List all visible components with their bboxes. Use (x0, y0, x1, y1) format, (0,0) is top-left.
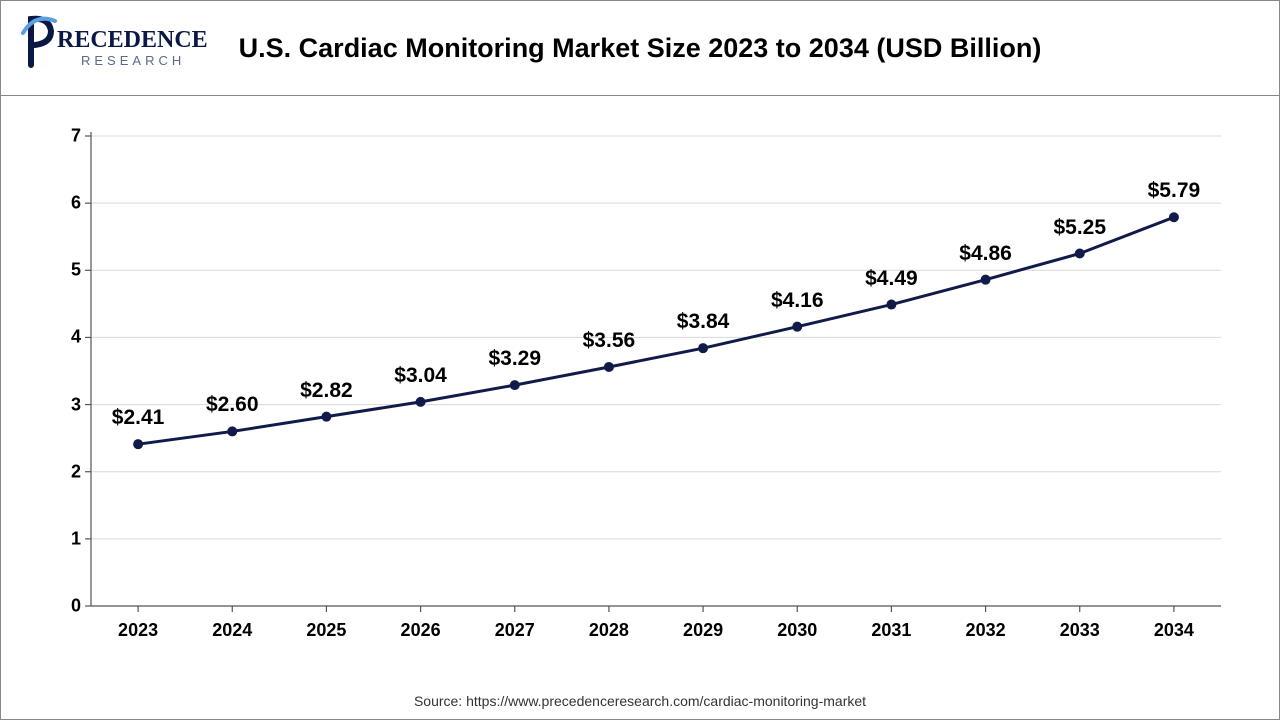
x-tick-label: 2032 (966, 620, 1006, 641)
chart-area: 0 1 2 3 4 5 6 7 2023 2024 2025 2026 2027 2028 2029 203… (1, 96, 1280, 686)
y-tick-label: 5 (41, 260, 81, 281)
data-point-label: $3.29 (488, 347, 541, 371)
y-tick-label: 7 (41, 126, 81, 147)
header-bar: RECEDENCE RESEARCH U.S. Cardiac Monitori… (1, 1, 1279, 96)
logo-sub-text: RESEARCH (81, 53, 185, 68)
source-citation: Source: https://www.precedenceresearch.c… (1, 693, 1279, 709)
data-point-label: $4.16 (771, 289, 824, 313)
data-point-label: $3.84 (677, 310, 730, 334)
data-point-label: $5.79 (1148, 179, 1201, 203)
x-tick-label: 2034 (1154, 620, 1194, 641)
data-point-label: $5.25 (1053, 216, 1106, 240)
x-tick-label: 2026 (401, 620, 441, 641)
y-tick-label: 1 (41, 528, 81, 549)
data-point-label: $3.04 (394, 364, 447, 388)
x-tick-label: 2023 (118, 620, 158, 641)
y-tick-label: 6 (41, 193, 81, 214)
x-tick-label: 2030 (777, 620, 817, 641)
x-tick-label: 2031 (871, 620, 911, 641)
x-tick-label: 2028 (589, 620, 629, 641)
plot-svg (1, 96, 1280, 656)
x-tick-label: 2024 (212, 620, 252, 641)
x-tick-label: 2027 (495, 620, 535, 641)
x-tick-label: 2033 (1060, 620, 1100, 641)
y-tick-label: 4 (41, 327, 81, 348)
logo-p-icon (23, 19, 55, 65)
y-tick-label: 0 (41, 596, 81, 617)
x-tick-label: 2029 (683, 620, 723, 641)
y-tick-label: 3 (41, 394, 81, 415)
x-tick-label: 2025 (306, 620, 346, 641)
data-point-label: $3.56 (583, 329, 636, 353)
y-tick-label: 2 (41, 461, 81, 482)
data-point-label: $2.41 (112, 406, 165, 430)
brand-logo: RECEDENCE RESEARCH (21, 13, 231, 88)
data-point-label: $2.60 (206, 393, 259, 417)
data-point-label: $4.49 (865, 267, 918, 291)
data-point-label: $2.82 (300, 379, 353, 403)
data-point-label: $4.86 (959, 242, 1012, 266)
logo-main-text: RECEDENCE (57, 27, 208, 53)
chart-frame: RECEDENCE RESEARCH U.S. Cardiac Monitori… (0, 0, 1280, 720)
